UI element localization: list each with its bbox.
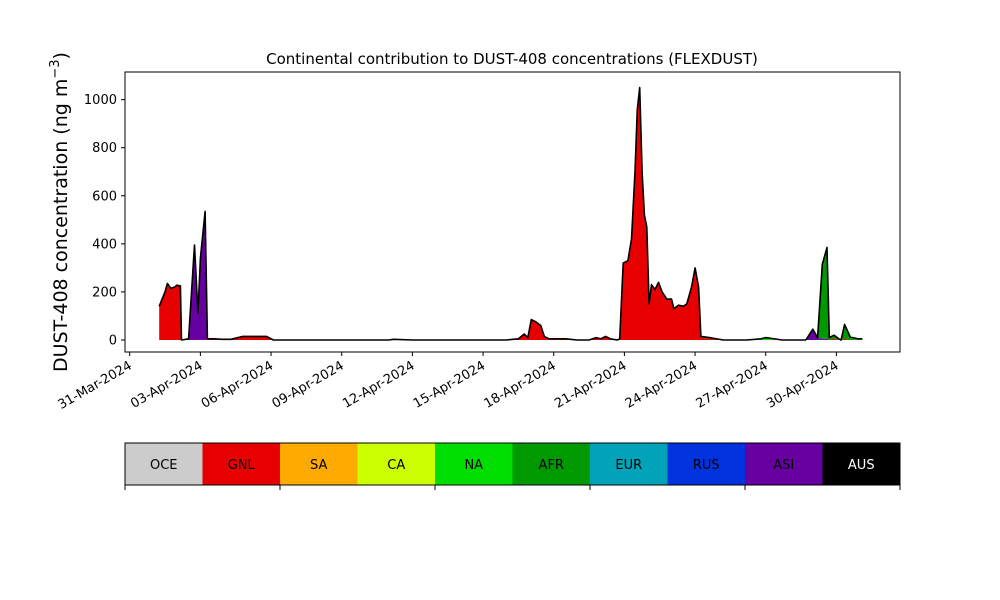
x-tick-label: 03-Apr-2024 <box>128 358 205 411</box>
legend-frame <box>124 442 901 486</box>
legend-label-eur: EUR <box>615 458 642 473</box>
x-tick-label: 30-Apr-2024 <box>764 358 841 411</box>
y-tick-label: 600 <box>92 189 117 204</box>
y-tick-label: 800 <box>92 141 117 156</box>
y-axis-label-main: DUST-408 concentration (ng m <box>50 79 72 372</box>
legend-label-na: NA <box>464 458 483 473</box>
x-tick-label: 06-Apr-2024 <box>199 358 276 411</box>
series-layer <box>158 86 863 341</box>
y-tick-label: 400 <box>92 237 117 252</box>
legend-swatch-gnl <box>202 443 281 485</box>
x-axis: 31-Mar-202403-Apr-202406-Apr-202409-Apr-… <box>56 352 841 413</box>
plot-frame <box>124 71 901 353</box>
x-tick-label: 24-Apr-2024 <box>623 358 700 411</box>
legend-swatch-eur <box>590 443 668 485</box>
legend-swatch-asi <box>745 443 823 485</box>
legend-label-aus: AUS <box>848 458 875 473</box>
y-axis-label: DUST-408 concentration (ng m−3) <box>48 52 72 372</box>
area-series-rus <box>159 87 863 340</box>
legend-swatch-oce <box>125 443 203 485</box>
y-axis-label-close: ) <box>50 52 72 59</box>
area-series-asi <box>159 87 863 340</box>
legend-label-asi: ASI <box>773 458 794 473</box>
legend-swatch-aus <box>822 443 901 485</box>
x-tick-label: 15-Apr-2024 <box>411 358 488 411</box>
legend-swatch-afr <box>512 443 591 485</box>
y-axis: 0 200 400 600 800 1000 <box>84 93 125 348</box>
x-tick-label: 21-Apr-2024 <box>552 358 629 411</box>
legend-label-sa: SA <box>310 458 327 473</box>
area-series-gnl <box>159 87 863 340</box>
legend-swatch-ca <box>357 443 436 485</box>
total-concentration-line <box>158 86 863 341</box>
y-tick-label: 1000 <box>84 93 117 108</box>
legend-swatch-na <box>435 443 513 485</box>
x-tick-label: 27-Apr-2024 <box>694 358 771 411</box>
legend-label-afr: AFR <box>539 458 564 473</box>
y-axis-label-exponent: −3 <box>48 59 63 78</box>
x-tick-label: 18-Apr-2024 <box>482 358 559 411</box>
legend-swatch-sa <box>280 443 358 485</box>
x-tick-label: 09-Apr-2024 <box>270 358 347 411</box>
chart-title: Continental contribution to DUST-408 con… <box>266 50 758 68</box>
legend-label-oce: OCE <box>150 458 178 473</box>
x-tick-label: 12-Apr-2024 <box>340 358 417 411</box>
legend-label-rus: RUS <box>693 458 720 473</box>
area-series-na <box>159 87 863 340</box>
legend-swatch-rus <box>667 443 746 485</box>
y-tick-label: 200 <box>92 285 117 300</box>
y-tick-label: 0 <box>109 333 117 348</box>
area-series-afr <box>159 87 863 340</box>
legend-label-ca: CA <box>387 458 405 473</box>
legend-colorbar: OCE GNL SA CA NA AFR EUR RUS ASI AUS <box>124 442 901 490</box>
legend-label-gnl: GNL <box>228 458 256 473</box>
